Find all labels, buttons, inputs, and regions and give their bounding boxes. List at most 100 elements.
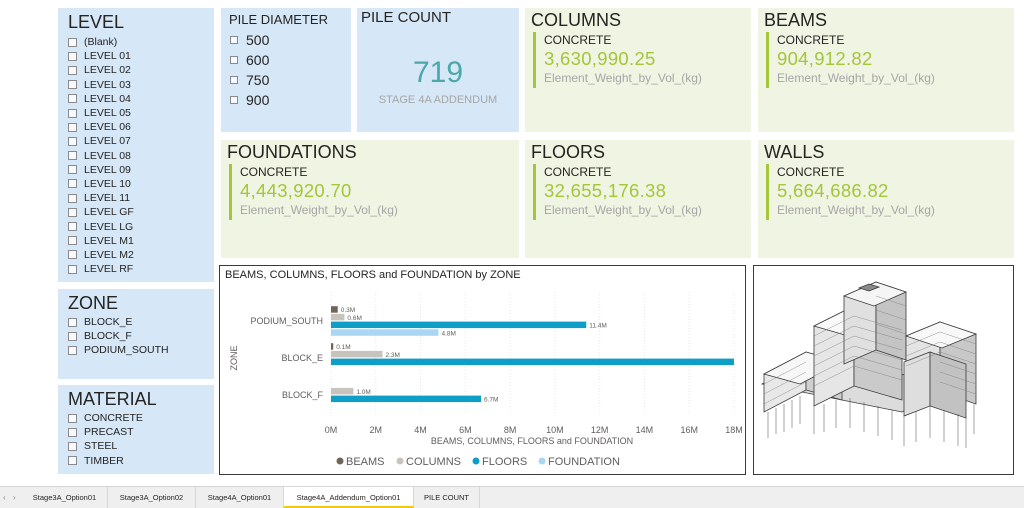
level-item[interactable]: LEVEL M2 (68, 248, 134, 262)
checkbox-icon[interactable] (68, 51, 77, 61)
floors-card-title: FLOORS (531, 142, 606, 162)
beams-card-title: BEAMS (764, 10, 828, 30)
checkbox-icon[interactable] (68, 250, 77, 260)
tab-next-icon[interactable]: › (13, 493, 16, 502)
checkbox-icon[interactable] (68, 207, 77, 217)
checkbox-icon[interactable] (68, 65, 77, 75)
tab-stage4a-option01[interactable]: Stage4A_Option01 (196, 487, 284, 508)
pile-count-card: PILE COUNT 719 STAGE 4A ADDENDUM (357, 8, 519, 132)
level-item[interactable]: LEVEL 07 (68, 134, 134, 148)
checkbox-icon[interactable] (68, 136, 77, 146)
checkbox-icon[interactable] (68, 222, 77, 232)
zone-item[interactable]: PODIUM_SOUTH (68, 343, 169, 357)
level-item[interactable]: LEVEL 09 (68, 163, 134, 177)
x-tick-label: 6M (459, 425, 472, 435)
foundations-card-material: CONCRETE (240, 165, 308, 179)
level-item[interactable]: LEVEL 05 (68, 106, 134, 120)
legend-label[interactable]: COLUMNS (406, 456, 461, 468)
checkbox-icon[interactable] (68, 193, 77, 203)
bar-beams[interactable] (331, 306, 338, 313)
zone-item-label: BLOCK_F (84, 330, 132, 343)
zone-bar-chart[interactable]: BEAMS, COLUMNS, FLOORS and FOUNDATION by… (219, 265, 746, 475)
material-item[interactable]: CONCRETE (68, 411, 143, 425)
level-item[interactable]: LEVEL 10 (68, 177, 134, 191)
checkbox-icon[interactable] (230, 56, 238, 64)
checkbox-icon[interactable] (68, 317, 77, 327)
x-tick-label: 14M (636, 425, 654, 435)
checkbox-icon[interactable] (68, 236, 77, 246)
zone-item[interactable]: BLOCK_F (68, 329, 169, 343)
level-item[interactable]: LEVEL 08 (68, 149, 134, 163)
foundations-card-body: CONCRETE 4,443,920.70 Element_Weight_by_… (229, 164, 398, 220)
material-item[interactable]: STEEL (68, 439, 143, 453)
bar-floors[interactable] (331, 358, 734, 366)
foundations-card-value: 4,443,920.70 (240, 180, 352, 201)
checkbox-icon[interactable] (68, 331, 77, 341)
bar-foundation[interactable] (331, 329, 439, 336)
checkbox-icon[interactable] (230, 76, 238, 84)
checkbox-icon[interactable] (68, 94, 77, 104)
level-item[interactable]: LEVEL GF (68, 205, 134, 219)
bar-columns[interactable] (331, 387, 354, 395)
walls-card-value: 5,664,686.82 (777, 180, 889, 201)
checkbox-icon[interactable] (68, 427, 77, 437)
model-viewer[interactable] (753, 265, 1014, 475)
checkbox-icon[interactable] (68, 264, 77, 274)
tab-stage4a-addendum-option01[interactable]: Stage4A_Addendum_Option01 (284, 487, 414, 508)
material-item-label: TIMBER (84, 454, 124, 467)
pile-diameter-item[interactable]: 900 (230, 90, 269, 110)
legend-label[interactable]: FLOORS (482, 456, 527, 468)
category-label: BLOCK_E (281, 353, 323, 363)
pile-diameter-item-label: 600 (246, 52, 270, 68)
floors-card-measure: Element_Weight_by_Vol_(kg) (544, 203, 702, 217)
level-item[interactable]: LEVEL M1 (68, 234, 134, 248)
checkbox-icon[interactable] (68, 80, 77, 90)
zone-item[interactable]: BLOCK_E (68, 315, 169, 329)
checkbox-icon[interactable] (68, 456, 77, 466)
level-item[interactable]: (Blank) (68, 35, 134, 49)
checkbox-icon[interactable] (68, 179, 77, 189)
category-label: PODIUM_SOUTH (250, 316, 323, 326)
checkbox-icon[interactable] (68, 441, 77, 451)
checkbox-icon[interactable] (68, 37, 77, 47)
bar-floors[interactable] (331, 321, 587, 329)
data-label: 2.3M (385, 352, 399, 359)
bar-floors[interactable] (331, 395, 482, 403)
checkbox-icon[interactable] (68, 151, 77, 161)
chart-y-axis-label: ZONE (229, 345, 239, 370)
beams-card-material: CONCRETE (777, 33, 845, 47)
pile-diameter-item[interactable]: 500 (230, 30, 269, 50)
pile-diameter-item[interactable]: 750 (230, 70, 269, 90)
level-item[interactable]: LEVEL 11 (68, 191, 134, 205)
level-item[interactable]: LEVEL 06 (68, 120, 134, 134)
level-item[interactable]: LEVEL 04 (68, 92, 134, 106)
bar-columns[interactable] (331, 350, 383, 358)
level-item[interactable]: LEVEL RF (68, 262, 134, 276)
level-item-label: LEVEL 02 (84, 64, 131, 77)
material-item[interactable]: TIMBER (68, 454, 143, 468)
checkbox-icon[interactable] (68, 108, 77, 118)
checkbox-icon[interactable] (230, 36, 238, 44)
tab-stage3a-option02[interactable]: Stage3A_Option02 (108, 487, 196, 508)
level-item[interactable]: LEVEL 02 (68, 63, 134, 77)
tab-pile-count[interactable]: PILE COUNT (414, 487, 480, 508)
columns-card-measure: Element_Weight_by_Vol_(kg) (544, 71, 702, 85)
tab-stage3a-option01[interactable]: Stage3A_Option01 (22, 487, 108, 508)
tab-prev-icon[interactable]: ‹ (3, 493, 6, 502)
checkbox-icon[interactable] (68, 345, 77, 355)
bar-beams[interactable] (331, 343, 334, 350)
legend-label[interactable]: BEAMS (346, 456, 385, 468)
level-item[interactable]: LEVEL LG (68, 219, 134, 233)
pile-diameter-item[interactable]: 600 (230, 50, 269, 70)
bar-columns[interactable] (331, 313, 345, 321)
level-item[interactable]: LEVEL 01 (68, 49, 134, 63)
zone-item-label: PODIUM_SOUTH (84, 344, 169, 357)
checkbox-icon[interactable] (68, 122, 77, 132)
level-item[interactable]: LEVEL 03 (68, 78, 134, 92)
checkbox-icon[interactable] (68, 413, 77, 423)
checkbox-icon[interactable] (230, 96, 238, 104)
legend-label[interactable]: FOUNDATION (548, 456, 620, 468)
level-item-label: LEVEL M1 (84, 234, 134, 247)
checkbox-icon[interactable] (68, 165, 77, 175)
material-item[interactable]: PRECAST (68, 425, 143, 439)
